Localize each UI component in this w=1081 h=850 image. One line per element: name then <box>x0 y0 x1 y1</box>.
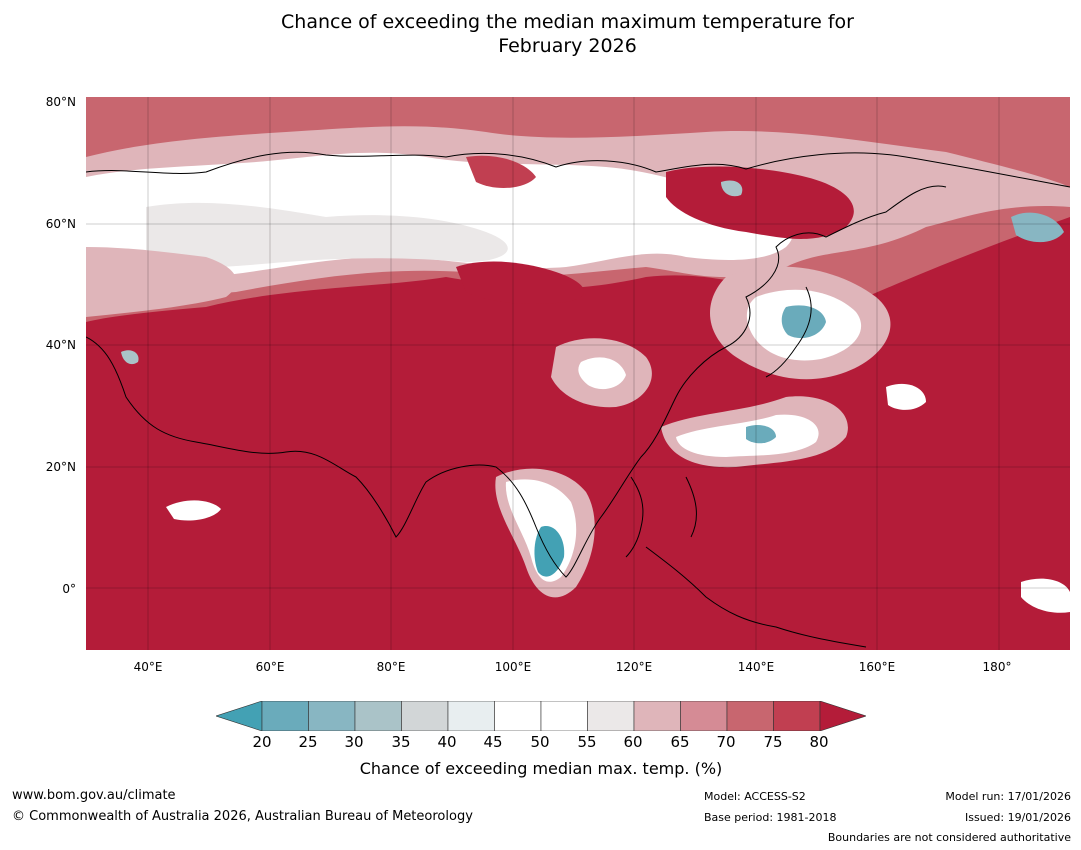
lat-label-0: 0° <box>62 582 76 596</box>
copyright-text: © Commonwealth of Australia 2026, Austra… <box>12 809 473 824</box>
colorbar-cell <box>354 701 402 731</box>
map-zone-north-red-1 <box>666 166 854 239</box>
title-line-2: February 2026 <box>498 35 637 57</box>
colorbar-tick-75: 75 <box>763 733 783 751</box>
colorbar-cell <box>633 701 681 731</box>
colorbar-cell <box>494 701 542 731</box>
map-zone-west-pale <box>86 247 237 317</box>
colorbar-tick-45: 45 <box>483 733 503 751</box>
colorbar-cell <box>587 701 635 731</box>
map-zone-caspian-patch <box>121 350 139 365</box>
model-run-text: Model run: 17/01/2026 <box>945 790 1071 803</box>
colorbar-cell <box>308 701 356 731</box>
lat-label-60n: 60°N <box>45 217 76 231</box>
colorbar-tick-40: 40 <box>437 733 457 751</box>
colorbar-label: Chance of exceeding median max. temp. (%… <box>359 759 723 778</box>
lon-label-180: 180° <box>982 660 1012 674</box>
map-zone-japan-blue <box>781 305 826 339</box>
map-zone-siberia-blue <box>721 180 743 197</box>
colorbar-tick-20: 20 <box>252 733 272 751</box>
colorbar-cell <box>261 701 309 731</box>
colorbar-cell <box>726 701 774 731</box>
issued-text: Issued: 19/01/2026 <box>964 811 1071 824</box>
map-zone-north-grey <box>146 202 508 268</box>
lon-label-160e: 160°E <box>858 660 896 674</box>
map-title: Chance of exceeding the median maximum t… <box>0 10 1081 58</box>
colorbar-tick-70: 70 <box>716 733 736 751</box>
lat-label-20n: 20°N <box>45 460 76 474</box>
base-period-text: Base period: 1981-2018 <box>704 811 837 824</box>
colorbar-tick-35: 35 <box>391 733 411 751</box>
map-zone-china-white <box>578 357 626 390</box>
colorbar-tick-65: 65 <box>670 733 690 751</box>
map-zone-pacific-patch-2 <box>886 383 926 410</box>
map-zone-east-pacific-patch <box>1021 578 1070 613</box>
lon-label-140e: 140°E <box>737 660 775 674</box>
colorbar-tick-55: 55 <box>577 733 597 751</box>
title-line-1: Chance of exceeding the median maximum t… <box>281 11 854 33</box>
map-zone-north-red-2 <box>456 261 585 304</box>
lon-label-120e: 120°E <box>615 660 653 674</box>
colorbar-cell <box>680 701 728 731</box>
colorbar-tick-30: 30 <box>344 733 364 751</box>
coastlines <box>86 151 1070 648</box>
lat-label-80n: 80°N <box>45 95 76 109</box>
lon-label-80e: 80°E <box>376 660 406 674</box>
lon-label-60e: 60°E <box>255 660 285 674</box>
colorbar-tick-80: 80 <box>809 733 829 751</box>
colorbar <box>216 701 866 731</box>
colorbar-cell <box>773 701 821 731</box>
lon-label-100e: 100°E <box>494 660 532 674</box>
colorbar-arrow-high <box>819 701 866 731</box>
colorbar-cell <box>447 701 495 731</box>
colorbar-tick-50: 50 <box>530 733 550 751</box>
website-text: www.bom.gov.au/climate <box>12 788 176 803</box>
map-zone-north-red-3 <box>466 155 536 189</box>
forecast-map <box>86 97 1070 650</box>
map-zone-scs-blue <box>534 526 565 577</box>
map-zone-ne-blue <box>1011 212 1064 243</box>
lon-label-40e: 40°E <box>133 660 163 674</box>
colorbar-cell <box>401 701 449 731</box>
map-zone-pacific-patch-1b <box>746 425 776 444</box>
colorbar-tick-60: 60 <box>623 733 643 751</box>
map-zone-arabia-patch <box>166 500 221 521</box>
lat-label-40n: 40°N <box>45 338 76 352</box>
colorbar-arrow-low <box>216 701 263 731</box>
colorbar-cell <box>540 701 588 731</box>
model-text: Model: ACCESS-S2 <box>704 790 806 803</box>
disclaimer-text: Boundaries are not considered authoritat… <box>827 831 1071 844</box>
colorbar-tick-25: 25 <box>298 733 318 751</box>
graticule <box>86 97 1070 650</box>
map-svg <box>86 97 1070 650</box>
